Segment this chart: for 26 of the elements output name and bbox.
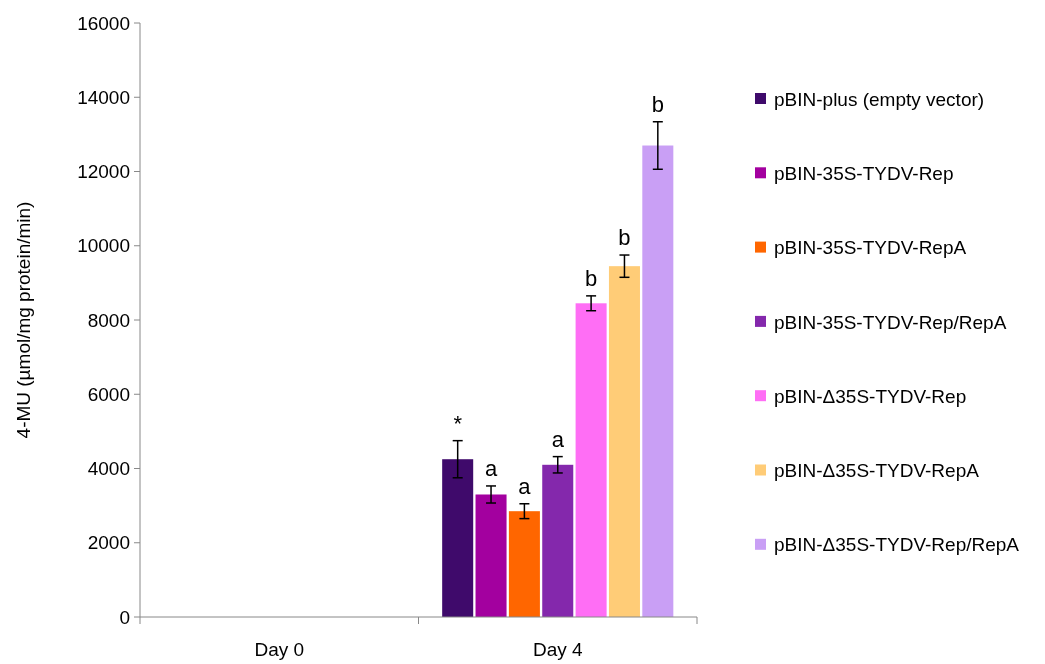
y-tick-label: 2000 xyxy=(87,532,130,554)
y-tick-label: 6000 xyxy=(87,383,130,405)
y-axis-title: 4-MU (µmol/mg protein/min) xyxy=(13,201,34,439)
y-tick-label: 10000 xyxy=(77,235,130,257)
annotation: a xyxy=(484,455,498,481)
annotation: a xyxy=(551,426,565,452)
y-tick-label: 14000 xyxy=(77,86,130,108)
y-tick-label: 4000 xyxy=(87,458,130,480)
legend-label: pBIN-35S-TYDV-Rep/RepA xyxy=(774,311,1007,333)
legend-label: pBIN-plus (empty vector) xyxy=(774,88,985,110)
legend-label: pBIN-Δ35S-TYDV-Rep/RepA xyxy=(774,534,1020,556)
y-tick-label: 12000 xyxy=(77,161,130,183)
annotation: b xyxy=(584,265,598,291)
x-tick-label: Day 0 xyxy=(254,639,305,660)
y-tick-label: 16000 xyxy=(77,12,130,34)
legend-label: pBIN-Δ35S-TYDV-Rep xyxy=(774,385,967,407)
annotation: a xyxy=(518,473,532,499)
legend-label: pBIN-Δ35S-TYDV-RepA xyxy=(774,460,980,482)
x-tick-label: Day 4 xyxy=(532,639,583,660)
legend-label: pBIN-35S-TYDV-RepA xyxy=(774,237,967,259)
legend-label: pBIN-35S-TYDV-Rep xyxy=(774,162,954,184)
y-tick-label: 0 xyxy=(119,606,130,628)
annotation: b xyxy=(618,225,631,251)
annotation: * xyxy=(453,410,463,436)
annotation: b xyxy=(651,91,664,117)
y-tick-label: 8000 xyxy=(87,309,130,331)
